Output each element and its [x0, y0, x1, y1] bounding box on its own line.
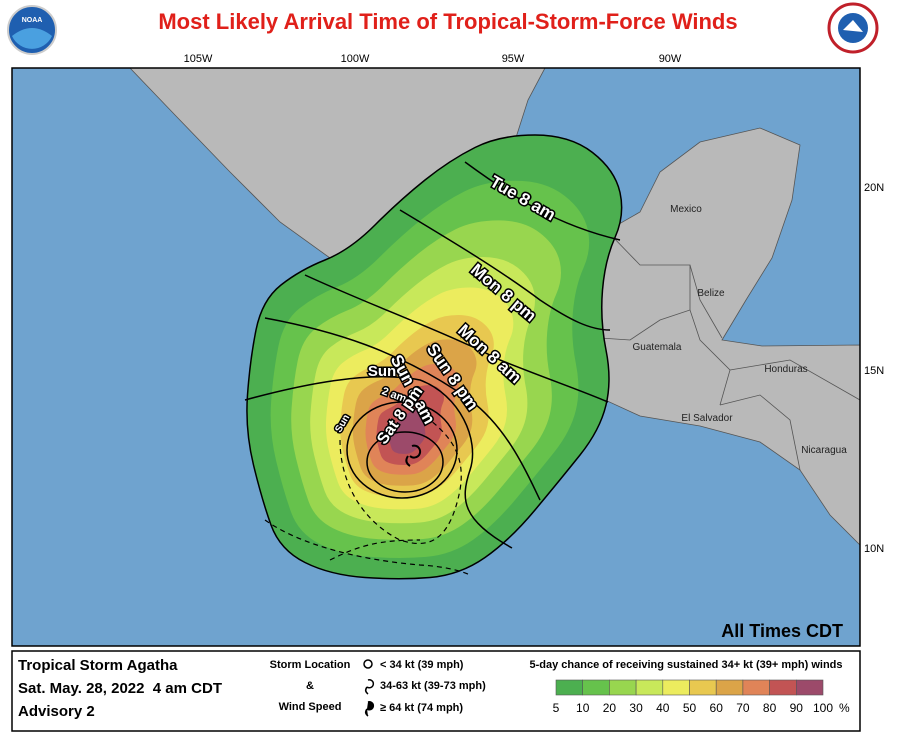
- scale-swatch: [689, 679, 717, 696]
- storm-symbol: [405, 444, 422, 467]
- logo-text: NOAA: [22, 17, 43, 24]
- place-label: Mexico: [670, 204, 702, 215]
- scale-tick: 70: [736, 701, 750, 715]
- place-label: Guatemala: [633, 342, 682, 353]
- scale-swatch: [795, 679, 824, 696]
- symbol-label: ≥ 64 kt (74 mph): [380, 702, 463, 714]
- dashed-lines: [264, 419, 471, 576]
- scale-swatch: [662, 679, 690, 696]
- times-note: All Times CDT: [721, 621, 843, 641]
- place-label: El Salvador: [681, 413, 733, 424]
- nws-logo: [827, 2, 879, 54]
- storm-name: Tropical Storm Agatha: [18, 657, 178, 674]
- scale-unit: %: [839, 701, 850, 715]
- scale-tick: 60: [710, 701, 724, 715]
- symbol-label: 34-63 kt (39-73 mph): [380, 680, 486, 692]
- scale-tick: 5: [553, 701, 560, 715]
- map: 105W 100W 95W 90W 20N 15N 10N Mexico Belize Guate…: [11, 53, 884, 647]
- scale-tick: 100: [813, 701, 833, 715]
- place-label: Nicaragua: [801, 445, 847, 456]
- symbol-weak: [363, 659, 373, 669]
- noaa-logo: NOAA: [7, 5, 57, 55]
- scale-tick: 40: [656, 701, 670, 715]
- symbol-hurricane: [364, 701, 375, 717]
- place-label: Belize: [697, 288, 725, 299]
- amp: &: [306, 680, 314, 692]
- symbol-ts: [364, 679, 375, 695]
- scale-swatch: [635, 679, 664, 696]
- symbol-label: < 34 kt (39 mph): [380, 659, 464, 671]
- scale-swatch: [582, 679, 610, 696]
- advisory-number: Advisory 2: [18, 703, 95, 720]
- map-frame: [11, 67, 861, 647]
- arrival-lines: [244, 161, 621, 549]
- latitude-label: 15N: [864, 365, 884, 377]
- title: Most Likely Arrival Time of Tropical-Sto…: [158, 9, 737, 34]
- location-title: Storm Location: [270, 659, 351, 671]
- scale-swatch: [555, 679, 584, 696]
- scale-swatch: [715, 679, 744, 696]
- latitude-label: 10N: [864, 543, 884, 555]
- scale-tick: 30: [629, 701, 643, 715]
- longitude-label: 95W: [502, 53, 525, 65]
- scale-tick: 80: [763, 701, 777, 715]
- scale-title: 5-day chance of receiving sustained 34+ …: [530, 659, 843, 671]
- color-scale: 5 10 20 30 40 50 60 70 80 90 100%: [553, 679, 850, 715]
- scale-tick: 90: [790, 701, 804, 715]
- probability-layers: [246, 134, 623, 580]
- wind-title: Wind Speed: [279, 701, 342, 713]
- longitude-label: 90W: [659, 53, 682, 65]
- place-label: Honduras: [764, 364, 807, 375]
- longitude-label: 105W: [184, 53, 213, 65]
- scale-swatch: [742, 679, 770, 696]
- advisory-date: Sat. May. 28, 2022 4 am CDT: [18, 680, 222, 697]
- footer: Tropical Storm Agatha Sat. May. 28, 2022…: [11, 650, 861, 732]
- scale-swatch: [769, 679, 797, 696]
- longitude-label: 100W: [341, 53, 370, 65]
- arrival-label: Sun: [368, 363, 396, 380]
- scale-swatch: [609, 679, 637, 696]
- scale-tick: 10: [576, 701, 590, 715]
- scale-tick: 20: [603, 701, 617, 715]
- borders: [599, 231, 861, 471]
- scale-tick: 50: [683, 701, 697, 715]
- latitude-label: 20N: [864, 182, 884, 194]
